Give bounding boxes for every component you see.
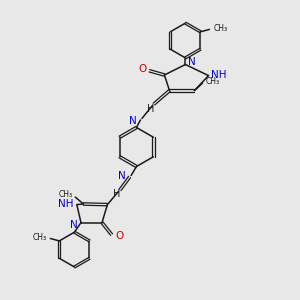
Text: CH₃: CH₃	[33, 233, 47, 242]
Text: O: O	[138, 64, 146, 74]
Text: N: N	[129, 116, 137, 126]
Text: H: H	[147, 103, 155, 114]
Text: CH₃: CH₃	[58, 190, 72, 199]
Text: NH: NH	[212, 70, 227, 80]
Text: N: N	[118, 171, 126, 182]
Text: NH: NH	[58, 199, 73, 209]
Text: H: H	[113, 189, 121, 200]
Text: N: N	[70, 220, 78, 230]
Text: CH₃: CH₃	[213, 24, 227, 33]
Text: CH₃: CH₃	[206, 77, 220, 86]
Text: N: N	[188, 57, 196, 67]
Text: O: O	[115, 231, 124, 241]
